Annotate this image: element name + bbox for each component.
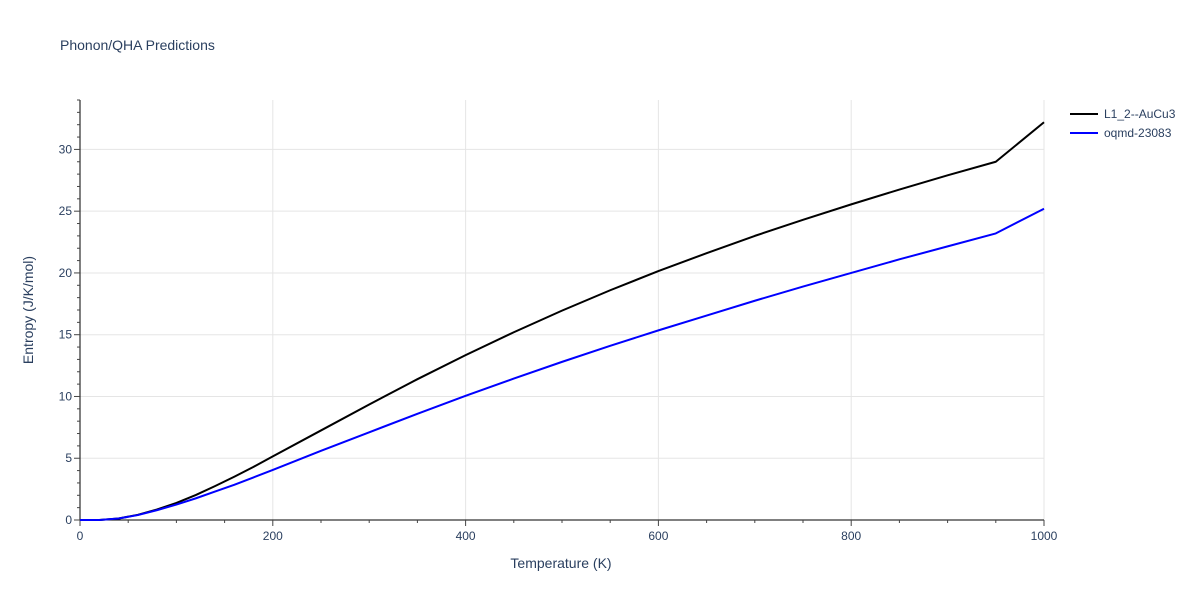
x-axis-ticks: 0 200 400 600 800 1000 [77,520,1058,543]
y-tick-label: 5 [65,451,72,465]
x-axis-title: Temperature (K) [510,555,611,571]
y-axis-title: Entropy (J/K/mol) [20,256,36,364]
x-gridlines [272,100,1045,520]
x-tick-label: 200 [263,529,283,543]
x-tick-label: 0 [77,529,84,543]
y-tick-label: 10 [59,389,73,403]
legend-label: oqmd-23083 [1104,126,1172,140]
y-gridlines [80,148,1044,459]
y-tick-label: 20 [59,266,73,280]
series-line-1 [80,207,1045,521]
x-tick-label: 800 [841,529,861,543]
legend[interactable]: L1_2--AuCu3 oqmd-23083 [1070,107,1176,140]
y-tick-label: 30 [59,142,73,156]
y-tick-label: 0 [65,513,72,527]
chart-title-text: Phonon/QHA Predictions [60,37,215,53]
x-tick-label: 600 [648,529,668,543]
x-tick-label: 1000 [1031,529,1058,543]
legend-item[interactable]: L1_2--AuCu3 [1070,107,1176,121]
y-tick-label: 15 [59,328,73,342]
series-lines [80,121,1045,521]
x-tick-label: 400 [456,529,476,543]
legend-label: L1_2--AuCu3 [1104,107,1176,121]
y-axis-ticks: 0 5 10 15 20 25 30 [59,99,80,527]
y-tick-label: 25 [59,204,73,218]
series-line-0 [80,121,1045,521]
chart-title: Phonon/QHA Predictions [60,37,215,53]
legend-item[interactable]: oqmd-23083 [1070,126,1172,140]
